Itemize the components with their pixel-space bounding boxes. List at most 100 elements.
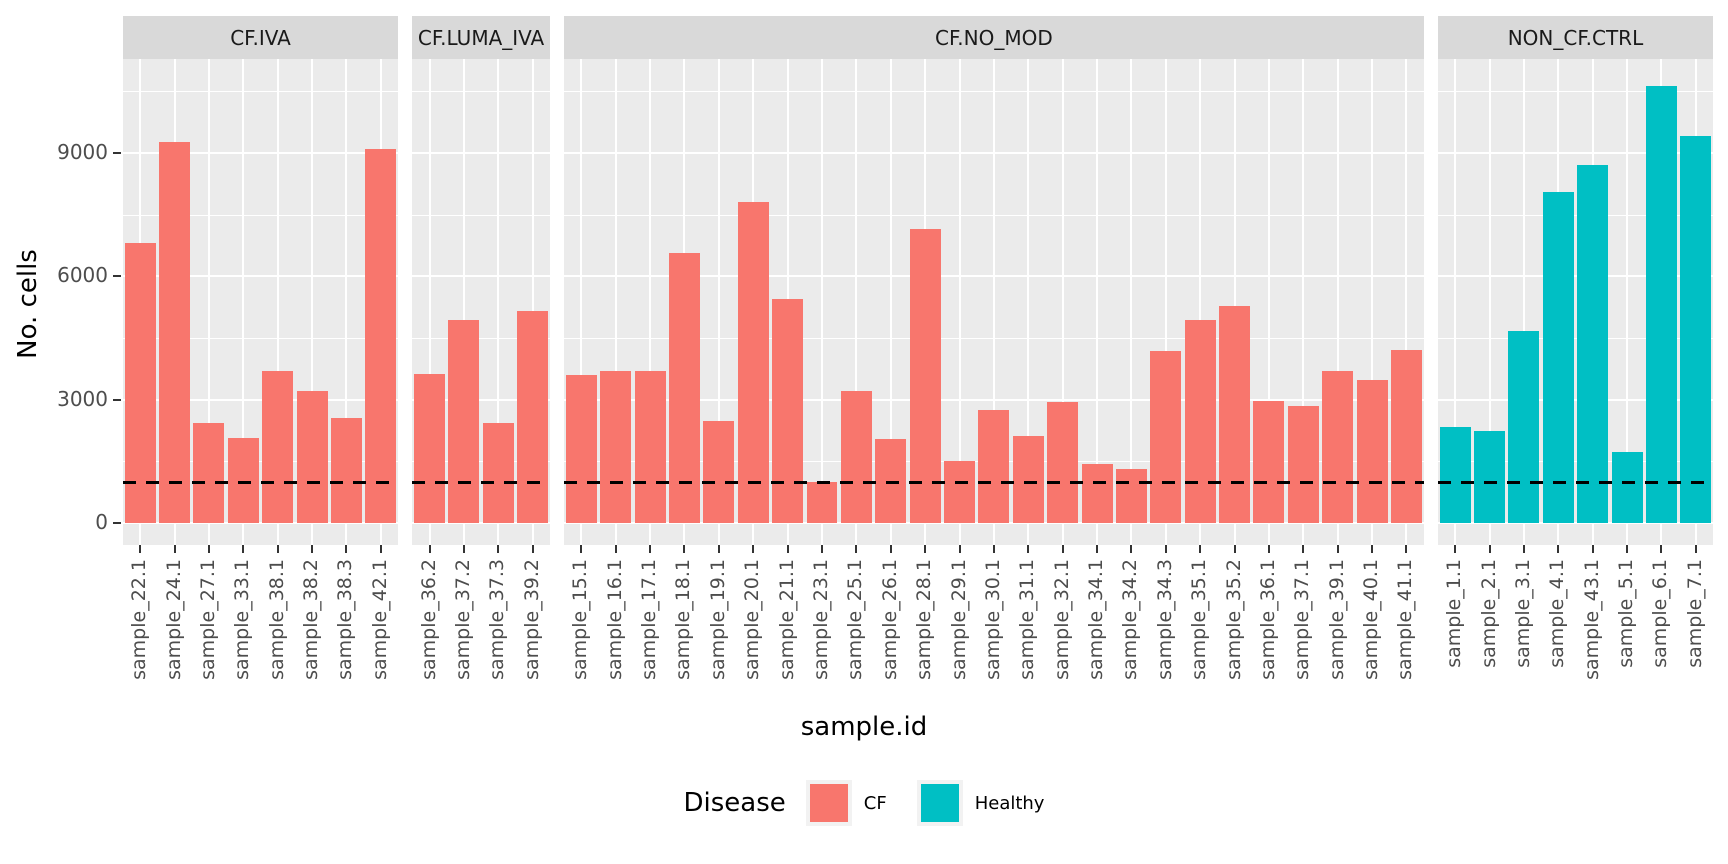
cf-color-swatch [809, 784, 848, 822]
bar [517, 310, 549, 523]
x-axis-tick [752, 545, 755, 553]
gridline-v [1233, 59, 1236, 545]
x-tick-label: sample_16.1 [603, 559, 626, 680]
bar [1219, 305, 1251, 523]
gridline-v [1626, 59, 1629, 545]
x-axis-tick [1199, 545, 1202, 553]
x-axis-tick [1096, 545, 1099, 553]
bar [1390, 349, 1422, 523]
gridline-v [428, 59, 431, 545]
x-axis-tick [1694, 545, 1697, 553]
gridline-minor-h [123, 214, 399, 216]
gridline-v [497, 59, 500, 545]
x-axis-tick [207, 545, 210, 553]
x-tick-label: sample_34.2 [1119, 559, 1142, 680]
x-axis-tick [1233, 545, 1236, 553]
bar [296, 391, 328, 523]
facet-panel [1437, 59, 1713, 545]
x-axis-tick [428, 545, 431, 553]
x-axis-tick [1164, 545, 1167, 553]
x-tick-label: sample_31.1 [1016, 559, 1039, 680]
bar [840, 390, 872, 523]
bar [1474, 431, 1505, 523]
x-tick-label: sample_38.1 [265, 559, 288, 680]
gridline-minor-h [412, 214, 550, 216]
gridline-v [462, 59, 465, 545]
facet-NON_CF.CTRL: NON_CF.CTRL sample_1.1 sample_2.1 sample_3.… [1437, 0, 1713, 864]
gridline-minor-h [123, 338, 399, 340]
gridline-v [821, 59, 823, 545]
x-tick-label: sample_23.1 [810, 559, 832, 680]
gridline-minor-h [1437, 461, 1713, 463]
gridline-major-h [1437, 398, 1713, 401]
x-tick-label: sample_4.1 [1546, 559, 1569, 668]
facet-strip-label: NON_CF.CTRL [1507, 25, 1644, 50]
x-axis-tick [462, 545, 465, 553]
gridline-v [1371, 59, 1374, 545]
gridline-minor-h [1437, 91, 1713, 93]
x-axis-tick [649, 545, 652, 553]
facet-strip: CF.NO_MOD [564, 16, 1424, 59]
gridline-v [345, 59, 348, 545]
x-tick-label: sample_38.2 [300, 559, 323, 680]
x-axis-tick [683, 545, 686, 553]
gridline-v [1454, 59, 1457, 545]
legend-key-healthy: Healthy [916, 780, 1045, 826]
bar [1611, 452, 1643, 523]
gridline-v [276, 59, 279, 545]
x-axis-tick [345, 545, 348, 553]
legend-swatch-box [916, 780, 963, 826]
x-axis-tick [1302, 545, 1305, 553]
legend-label-healthy: Healthy [974, 792, 1045, 814]
legend-label-cf: CF [863, 792, 887, 814]
x-tick-label: sample_25.1 [844, 559, 867, 680]
bar [806, 481, 838, 523]
gridline-major-h [123, 398, 399, 401]
facet-strip-label: CF.LUMA_IVA [417, 25, 545, 50]
gridline-v [207, 59, 210, 545]
gridline-major-h [412, 152, 550, 155]
gridline-major-h [123, 522, 399, 524]
x-axis-tick [1488, 545, 1491, 553]
gridline-major-h [123, 152, 399, 155]
x-tick-label: sample_1.1 [1443, 559, 1466, 668]
gridline-major-h [123, 275, 399, 278]
x-axis-tick [1336, 545, 1339, 553]
x-tick-label: sample_41.1 [1394, 559, 1417, 680]
gridline-minor-h [1437, 214, 1713, 216]
y-axis-tick [113, 152, 121, 155]
x-tick-label: sample_39.2 [520, 559, 543, 680]
x-axis-tick [889, 545, 892, 553]
gridline-minor-h [412, 461, 550, 463]
y-axis-tick [113, 398, 121, 401]
x-axis-tick [992, 545, 995, 553]
bar [159, 141, 191, 523]
gridline-major-h [412, 522, 550, 524]
x-tick-label: sample_37.2 [451, 559, 474, 680]
facet-strip-label: CF.NO_MOD [935, 25, 1053, 50]
bar [909, 228, 941, 523]
gridline-minor-h [412, 91, 550, 93]
gridline-major-h [1437, 522, 1713, 524]
bar [1542, 191, 1574, 523]
bar [1115, 468, 1147, 523]
x-axis-tick [379, 545, 382, 553]
bar [737, 202, 769, 523]
x-axis-tick [311, 545, 314, 553]
threshold-line [564, 480, 1424, 484]
bar [978, 410, 1010, 523]
bar [875, 438, 907, 523]
facet-strip: NON_CF.CTRL [1437, 16, 1713, 59]
x-tick-label: sample_35.2 [1222, 559, 1245, 680]
legend-title: Disease [683, 788, 786, 818]
gridline-v [242, 59, 245, 545]
x-axis-tick [1027, 545, 1030, 553]
bar [565, 375, 597, 523]
x-tick-label: sample_2.1 [1477, 559, 1500, 668]
gridline-v [1302, 59, 1305, 545]
facet-CF.NO_MOD: CF.NO_MOD sample_15.1 sample_16.1 sample_17… [564, 0, 1424, 864]
x-axis-tick [1626, 545, 1629, 553]
bar [1356, 380, 1388, 523]
x-axis-tick [139, 545, 142, 553]
bar [703, 420, 735, 523]
